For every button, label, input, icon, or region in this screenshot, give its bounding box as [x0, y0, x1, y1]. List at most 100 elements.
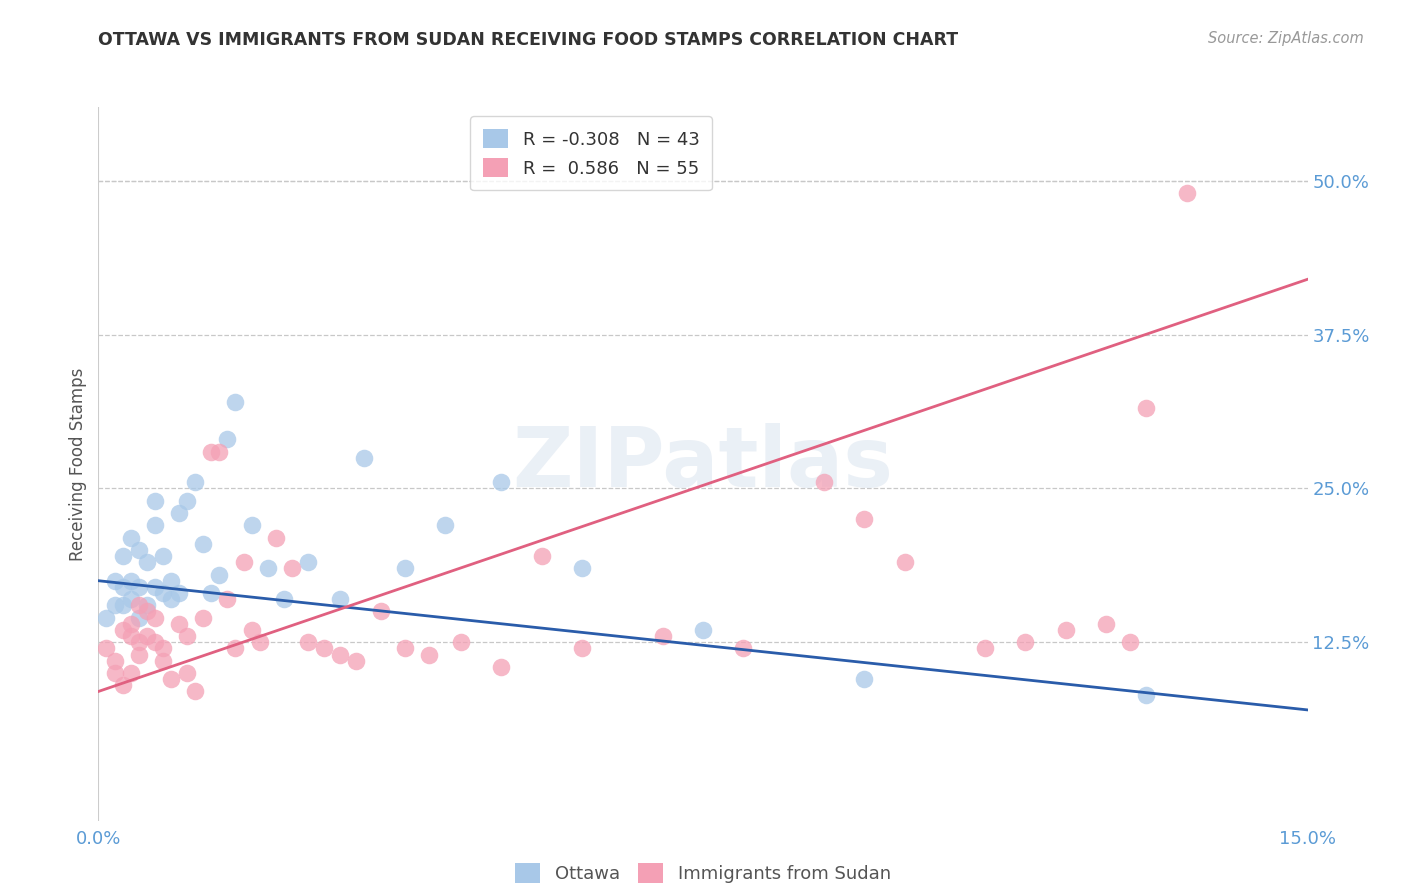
Point: [193, 537, 215, 551]
Point: [249, 635, 271, 649]
Point: [853, 512, 876, 526]
Point: [491, 660, 513, 674]
Text: ZIPatlas: ZIPatlas: [513, 424, 893, 504]
Point: [692, 623, 714, 637]
Point: [813, 475, 835, 490]
Point: [208, 567, 231, 582]
Point: [128, 635, 150, 649]
Point: [135, 605, 157, 619]
Point: [281, 561, 304, 575]
Point: [103, 574, 125, 588]
Point: [232, 555, 254, 569]
Point: [111, 549, 134, 563]
Point: [128, 610, 150, 624]
Point: [651, 629, 673, 643]
Point: [152, 549, 174, 563]
Point: [143, 493, 166, 508]
Point: [120, 531, 142, 545]
Legend: Ottawa, Immigrants from Sudan: Ottawa, Immigrants from Sudan: [508, 855, 898, 890]
Point: [208, 444, 231, 458]
Point: [200, 586, 222, 600]
Point: [152, 586, 174, 600]
Text: OTTAWA VS IMMIGRANTS FROM SUDAN RECEIVING FOOD STAMPS CORRELATION CHART: OTTAWA VS IMMIGRANTS FROM SUDAN RECEIVIN…: [98, 31, 959, 49]
Point: [167, 616, 190, 631]
Point: [152, 641, 174, 656]
Point: [120, 629, 142, 643]
Point: [370, 605, 392, 619]
Point: [96, 641, 118, 656]
Point: [571, 561, 593, 575]
Point: [240, 518, 263, 533]
Point: [344, 654, 367, 668]
Point: [1054, 623, 1077, 637]
Point: [184, 684, 207, 698]
Point: [450, 635, 472, 649]
Point: [176, 629, 198, 643]
Point: [1095, 616, 1118, 631]
Point: [160, 574, 183, 588]
Point: [128, 543, 150, 558]
Point: [224, 395, 246, 409]
Point: [111, 623, 134, 637]
Point: [571, 641, 593, 656]
Point: [193, 610, 215, 624]
Point: [224, 641, 246, 656]
Point: [135, 629, 157, 643]
Point: [135, 555, 157, 569]
Point: [974, 641, 997, 656]
Point: [1175, 186, 1198, 201]
Point: [120, 574, 142, 588]
Point: [103, 665, 125, 680]
Point: [297, 635, 319, 649]
Point: [135, 599, 157, 613]
Point: [111, 580, 134, 594]
Point: [394, 561, 416, 575]
Point: [264, 531, 287, 545]
Point: [256, 561, 278, 575]
Point: [160, 592, 183, 607]
Point: [143, 580, 166, 594]
Point: [103, 599, 125, 613]
Point: [733, 641, 755, 656]
Point: [120, 616, 142, 631]
Point: [530, 549, 553, 563]
Point: [314, 641, 336, 656]
Point: [273, 592, 295, 607]
Point: [1135, 401, 1157, 416]
Point: [103, 654, 125, 668]
Point: [491, 475, 513, 490]
Point: [143, 518, 166, 533]
Point: [176, 493, 198, 508]
Point: [120, 665, 142, 680]
Point: [152, 654, 174, 668]
Point: [143, 635, 166, 649]
Point: [160, 672, 183, 686]
Point: [394, 641, 416, 656]
Point: [217, 592, 239, 607]
Point: [96, 610, 118, 624]
Point: [184, 475, 207, 490]
Point: [128, 580, 150, 594]
Point: [329, 648, 352, 662]
Point: [297, 555, 319, 569]
Point: [143, 610, 166, 624]
Point: [1119, 635, 1142, 649]
Point: [120, 592, 142, 607]
Point: [167, 586, 190, 600]
Point: [329, 592, 352, 607]
Text: Source: ZipAtlas.com: Source: ZipAtlas.com: [1208, 31, 1364, 46]
Point: [1135, 688, 1157, 702]
Y-axis label: Receiving Food Stamps: Receiving Food Stamps: [69, 368, 87, 560]
Point: [418, 648, 440, 662]
Point: [167, 506, 190, 520]
Point: [128, 648, 150, 662]
Point: [434, 518, 457, 533]
Point: [1014, 635, 1036, 649]
Point: [111, 599, 134, 613]
Point: [240, 623, 263, 637]
Point: [128, 599, 150, 613]
Point: [853, 672, 876, 686]
Point: [217, 432, 239, 446]
Point: [200, 444, 222, 458]
Point: [353, 450, 375, 465]
